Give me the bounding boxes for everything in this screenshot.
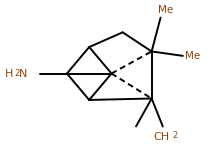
Text: N: N bbox=[19, 69, 27, 78]
Text: 2: 2 bbox=[15, 69, 20, 78]
Text: H: H bbox=[4, 69, 13, 78]
Text: 2: 2 bbox=[173, 131, 178, 140]
Text: Me: Me bbox=[158, 5, 173, 15]
Text: Me: Me bbox=[185, 51, 200, 61]
Text: CH: CH bbox=[154, 132, 170, 142]
